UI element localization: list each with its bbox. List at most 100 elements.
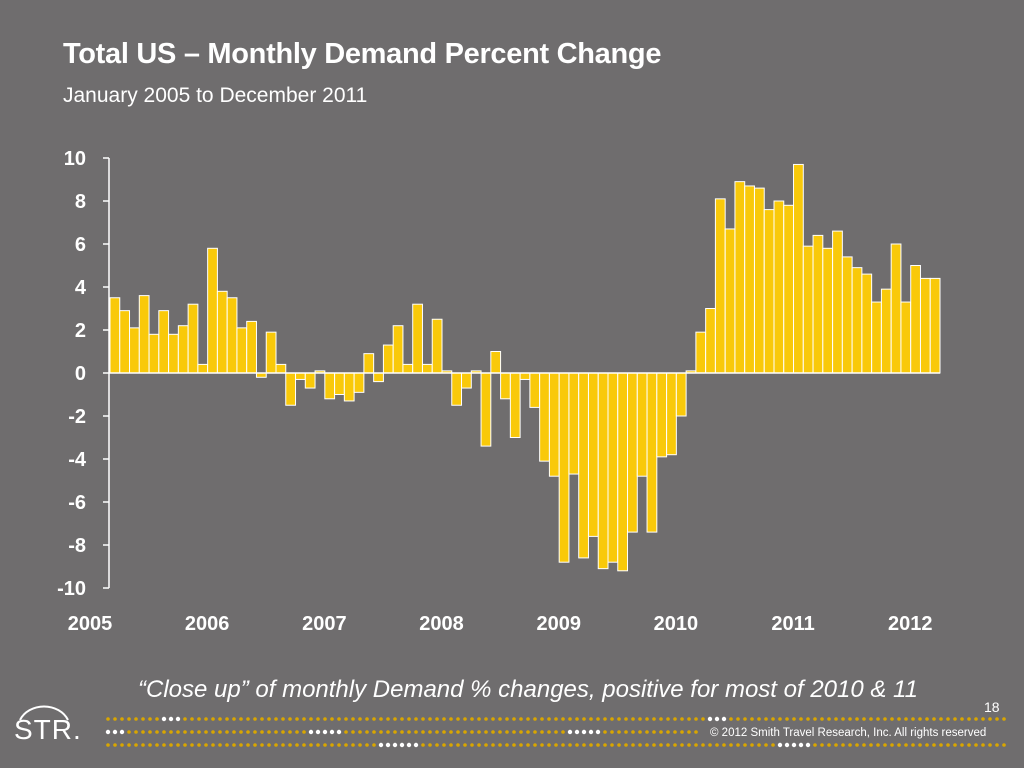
decorative-dot: [308, 729, 314, 735]
decorative-dot: [337, 743, 341, 747]
str-logo: STR.: [14, 714, 82, 745]
decorative-dot: [449, 730, 453, 734]
decorative-dot: [798, 742, 804, 748]
decorative-dot: [183, 743, 187, 747]
decorative-dot: [491, 730, 495, 734]
decorative-dot: [547, 717, 551, 721]
decorative-dot: [442, 717, 446, 721]
decorative-dot: [862, 717, 866, 721]
decorative-dot: [435, 730, 439, 734]
decorative-dot: [617, 743, 621, 747]
decorative-dot: [232, 730, 236, 734]
decorative-dot: [169, 730, 173, 734]
decorative-dot: [512, 717, 516, 721]
decorative-dot: [932, 743, 936, 747]
decorative-dot: [589, 743, 593, 747]
decorative-dot: [561, 730, 565, 734]
decorative-dot: [610, 743, 614, 747]
decorative-dot: [379, 730, 383, 734]
decorative-dot: [764, 743, 768, 747]
decorative-dot: [869, 717, 873, 721]
decorative-dot: [218, 730, 222, 734]
decorative-dot: [162, 730, 166, 734]
decorative-dot: [813, 743, 817, 747]
x-tick-label: 2011: [771, 613, 814, 635]
decorative-dot: [106, 743, 110, 747]
decorative-dot: [925, 743, 929, 747]
decorative-dot: [406, 742, 412, 748]
decorative-dot: [323, 743, 327, 747]
decorative-dot: [428, 730, 432, 734]
decorative-dot: [316, 717, 320, 721]
decorative-dot: [232, 743, 236, 747]
decorative-dot: [358, 743, 362, 747]
decorative-dot: [890, 717, 894, 721]
decorative-dot: [897, 717, 901, 721]
y-tick-label: 2: [75, 320, 86, 342]
slide-title: Total US – Monthly Demand Percent Change: [63, 38, 662, 70]
decorative-dot: [981, 743, 985, 747]
decorative-dot: [540, 730, 544, 734]
decorative-dot: [918, 717, 922, 721]
y-tick-label: 10: [64, 148, 86, 170]
decorative-dot: [428, 743, 432, 747]
decorative-dot: [386, 717, 390, 721]
decorative-dot: [526, 730, 530, 734]
decorative-dot: [953, 717, 957, 721]
y-tick-label: -6: [68, 492, 86, 514]
decorative-dot: [302, 730, 306, 734]
decorative-dot: [540, 717, 544, 721]
decorative-dot: [274, 717, 278, 721]
decorative-dot: [148, 730, 152, 734]
decorative-dot: [477, 743, 481, 747]
decorative-dot: [197, 730, 201, 734]
decorative-dot: [288, 730, 292, 734]
decorative-dot: [714, 716, 720, 722]
decorative-dot: [302, 743, 306, 747]
decorative-dot: [855, 717, 859, 721]
y-tick-label: 8: [75, 191, 86, 213]
decorative-dot: [246, 717, 250, 721]
decorative-dot: [953, 743, 957, 747]
logo-arc-icon: [19, 705, 69, 721]
decorative-dot: [526, 743, 530, 747]
decorative-dot: [687, 717, 691, 721]
decorative-dot: [463, 730, 467, 734]
decorative-dot: [589, 717, 593, 721]
decorative-dot: [729, 743, 733, 747]
decorative-dot: [526, 717, 530, 721]
decorative-dot: [498, 717, 502, 721]
decorative-dot: [533, 717, 537, 721]
decorative-dot: [645, 743, 649, 747]
decorative-dot: [575, 743, 579, 747]
decorative-dot: [743, 743, 747, 747]
decorative-dot: [715, 743, 719, 747]
decorative-dot: [617, 730, 621, 734]
decorative-dot: [204, 717, 208, 721]
decorative-dot: [841, 743, 845, 747]
decorative-dot: [470, 717, 474, 721]
decorative-dot: [267, 730, 271, 734]
decorative-dot: [407, 717, 411, 721]
decorative-dot: [617, 717, 621, 721]
decorative-dot: [512, 730, 516, 734]
decorative-dot: [666, 730, 670, 734]
decorative-dot: [148, 743, 152, 747]
decorative-dot: [596, 743, 600, 747]
decorative-dot: [365, 743, 369, 747]
decorative-dot: [659, 743, 663, 747]
decorative-dot: [119, 729, 125, 735]
decorative-dot: [946, 717, 950, 721]
decorative-dot: [323, 717, 327, 721]
decorative-dot: [610, 730, 614, 734]
decorative-dot: [372, 717, 376, 721]
y-tick-label: -8: [68, 535, 86, 557]
decorative-dot: [631, 743, 635, 747]
decorative-dot: [477, 730, 481, 734]
decorative-dot: [574, 729, 580, 735]
decorative-dot: [105, 729, 111, 735]
decorative-dot: [841, 717, 845, 721]
decorative-dot: [729, 717, 733, 721]
decorative-dot: [169, 743, 173, 747]
decorative-dot: [372, 730, 376, 734]
